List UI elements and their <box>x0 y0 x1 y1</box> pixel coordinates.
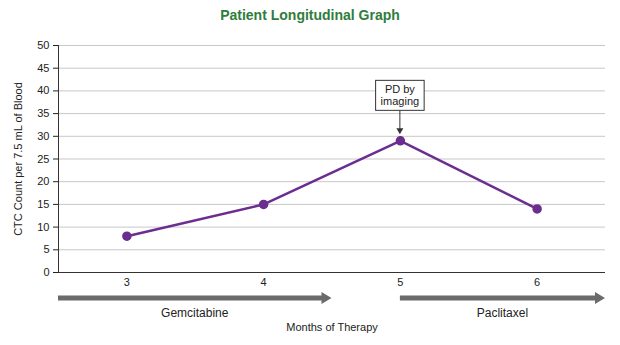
svg-text:50: 50 <box>37 39 49 51</box>
svg-text:25: 25 <box>37 153 49 165</box>
html-text:Patient Longitudinal Graph: Patient Longitudinal Graph <box>220 7 400 23</box>
svg-text:4: 4 <box>261 276 267 288</box>
svg-text:15: 15 <box>37 198 49 210</box>
svg-text:3: 3 <box>124 276 130 288</box>
svg-text:5: 5 <box>43 243 49 255</box>
svg-text:Paclitaxel: Paclitaxel <box>477 306 528 320</box>
svg-text:10: 10 <box>37 221 49 233</box>
svg-text:45: 45 <box>37 62 49 74</box>
svg-text:PD byimaging: PD byimaging <box>381 83 420 107</box>
svg-text:40: 40 <box>37 84 49 96</box>
svg-text:CTC Count per 7.5 mL of Blood: CTC Count per 7.5 mL of Blood <box>12 82 24 236</box>
svg-text:Gemcitabine: Gemcitabine <box>161 306 229 320</box>
svg-text:20: 20 <box>37 175 49 187</box>
svg-text:30: 30 <box>37 130 49 142</box>
svg-text:0: 0 <box>43 266 49 278</box>
svg-text:35: 35 <box>37 107 49 119</box>
svg-text:5: 5 <box>397 276 403 288</box>
svg-text:6: 6 <box>534 276 540 288</box>
svg-text:Months of Therapy: Months of Therapy <box>286 321 378 333</box>
